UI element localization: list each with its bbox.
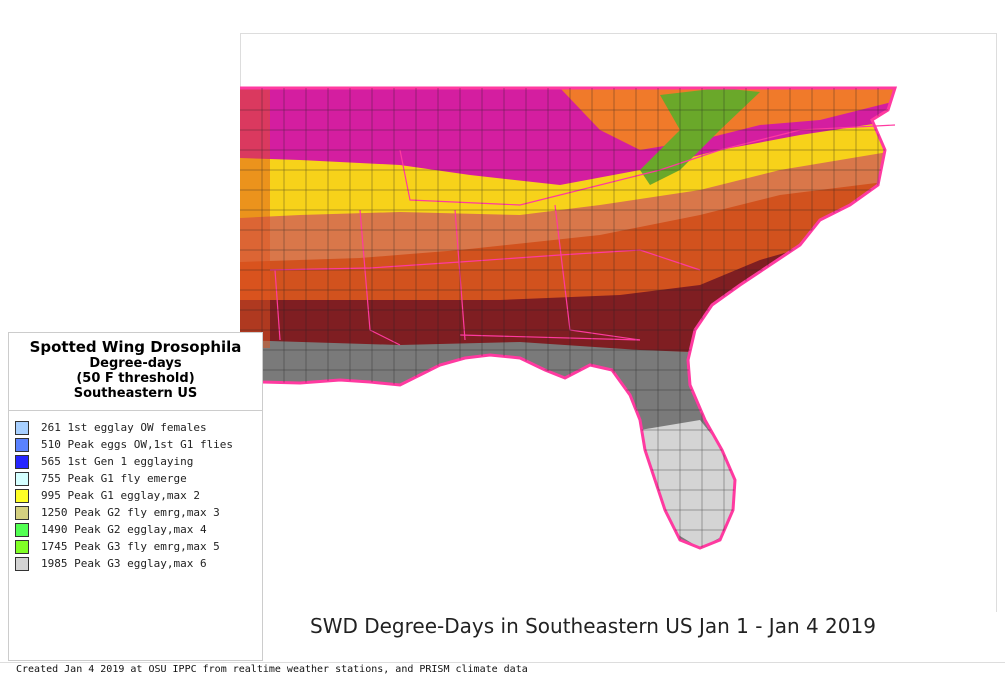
legend-swatch xyxy=(15,454,29,469)
legend-label: 1250 Peak G2 fly emrg,max 3 xyxy=(41,506,220,519)
legend-label: 261 1st egglay OW females xyxy=(41,421,207,434)
legend-swatch xyxy=(15,505,29,520)
legend-threshold: (50 F threshold) xyxy=(76,371,195,386)
map-title: SWD Degree-Days in Southeastern US Jan 1… xyxy=(310,614,876,638)
legend-item: 1745 Peak G3 fly emrg,max 5 xyxy=(15,538,262,555)
legend-label: 510 Peak eggs OW,1st G1 flies xyxy=(41,438,234,451)
legend-title: Spotted Wing Drosophila xyxy=(29,338,242,356)
coastline xyxy=(239,86,898,550)
legend-swatch xyxy=(15,522,29,537)
legend-subtitle: Degree-days xyxy=(89,356,182,371)
legend-swatch xyxy=(15,539,29,554)
legend-swatch xyxy=(15,420,29,435)
legend-item: 995 Peak G1 egglay,max 2 xyxy=(15,487,262,504)
legend-item: 261 1st egglay OW females xyxy=(15,419,262,436)
legend-swatch xyxy=(15,556,29,571)
legend-swatch xyxy=(15,471,29,486)
band-green xyxy=(640,88,760,185)
legend-item: 1490 Peak G2 egglay,max 4 xyxy=(15,521,262,538)
band-west-edge xyxy=(240,88,270,348)
legend-item: 565 1st Gen 1 egglaying xyxy=(15,453,262,470)
legend-label: 1985 Peak G3 egglay,max 6 xyxy=(41,557,207,570)
legend-swatch xyxy=(15,437,29,452)
footer-credit: Created Jan 4 2019 at OSU IPPC from real… xyxy=(0,662,1005,675)
legend-item: 755 Peak G1 fly emerge xyxy=(15,470,262,487)
legend-item: 1250 Peak G2 fly emrg,max 3 xyxy=(15,504,262,521)
legend-label: 1745 Peak G3 fly emrg,max 5 xyxy=(41,540,220,553)
legend-item: 1985 Peak G3 egglay,max 6 xyxy=(15,555,262,572)
legend-swatch xyxy=(15,488,29,503)
legend-label: 995 Peak G1 egglay,max 2 xyxy=(41,489,200,502)
legend-item: 510 Peak eggs OW,1st G1 flies xyxy=(15,436,262,453)
legend: Spotted Wing Drosophila Degree-days (50 … xyxy=(8,332,263,661)
legend-label: 755 Peak G1 fly emerge xyxy=(41,472,187,485)
legend-region: Southeastern US xyxy=(73,386,198,401)
legend-label: 565 1st Gen 1 egglaying xyxy=(41,455,194,468)
legend-label: 1490 Peak G2 egglay,max 4 xyxy=(41,523,207,536)
